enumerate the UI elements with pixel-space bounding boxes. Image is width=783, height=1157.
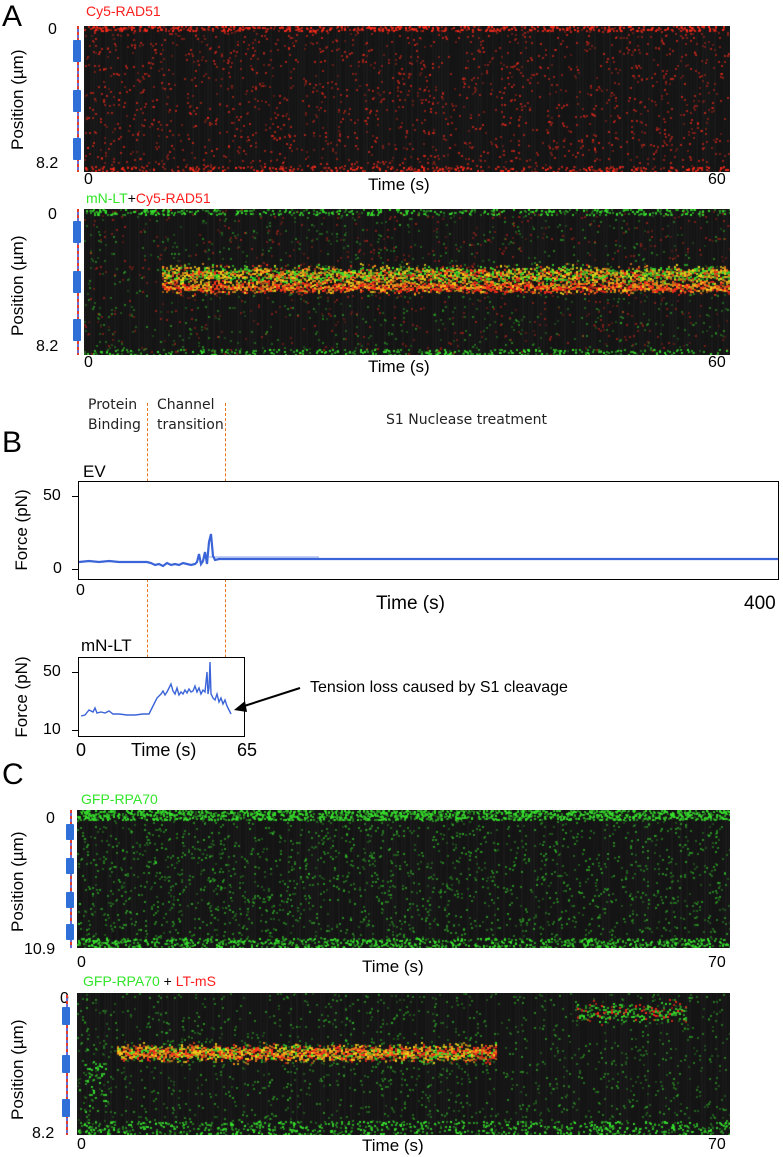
- panel-a-bottom-dna-schematic: [73, 209, 83, 355]
- panel-c-bottom-x-axis-label: Time (s): [362, 1136, 424, 1155]
- panel-a-top-y-tick-1: 8.2: [36, 155, 59, 172]
- ev-plot-x-tick-0: 0: [76, 582, 85, 599]
- mnlt-plot-y-tickmark-10: [72, 730, 78, 731]
- panel-a-bottom-x-axis-label: Time (s): [368, 357, 430, 376]
- annotation-arrow-line: [237, 687, 301, 709]
- panel-c-top-x-tick-1: 70: [708, 954, 726, 971]
- panel-a-bottom-y-axis-label: Position (µm): [8, 235, 27, 336]
- mnlt-force-plot: [78, 657, 245, 737]
- panel-c-top-channel-label: GFP-RPA70: [81, 791, 158, 807]
- ev-plot-y-tick-50: 50: [43, 487, 61, 504]
- panel-c-bottom-channel-red: LT-mS: [175, 973, 216, 989]
- panel-c-bottom-channel-label: GFP-RPA70 + LT-mS: [83, 974, 216, 988]
- panel-a-top-kymograph-image: [84, 26, 730, 172]
- panel-c-bottom-y-tick-0: 0: [60, 990, 69, 1007]
- panel-a-bottom-kymograph: [84, 209, 730, 355]
- mnlt-plot-x-tick-0: 0: [76, 740, 87, 760]
- mnlt-force-trace-svg: [80, 661, 232, 717]
- mnlt-plot-y-tickmark-50: [72, 672, 78, 673]
- panel-a-bottom-y-tick-1: 8.2: [36, 338, 59, 355]
- ev-plot-x-axis-label: Time (s): [376, 593, 445, 614]
- panel-a-bottom-channel-green: mN-LT: [86, 190, 128, 206]
- panel-a-bottom-x-tick-1: 60: [708, 354, 726, 371]
- panel-c-top-dna-schematic: [66, 810, 76, 948]
- stage-channel-transition-line2: transition: [157, 417, 224, 433]
- mnlt-plot-y-axis-label: Force (pN): [12, 656, 31, 738]
- mnlt-plot-label: mN-LT: [81, 636, 132, 655]
- panel-a-top-x-axis-label: Time (s): [368, 175, 430, 194]
- panel-c-bottom-x-tick-1: 70: [708, 1136, 726, 1153]
- panel-c-bottom-kymograph: [77, 993, 730, 1135]
- panel-a-bottom-channel-red: Cy5-RAD51: [135, 190, 211, 206]
- panel-a-top-x-tick-1: 60: [708, 171, 726, 188]
- panel-c-bottom-dna-schematic: [62, 995, 72, 1135]
- panel-c-top-kymograph: [77, 810, 730, 948]
- panel-a-top-dna-schematic: [73, 26, 83, 172]
- mnlt-plot-x-tick-65: 65: [237, 740, 258, 760]
- panel-c-top-y-axis-label: Position (µm): [8, 831, 27, 932]
- panel-c-top-x-tick-0: 0: [77, 954, 86, 971]
- panel-c-bottom-kymograph-image: [77, 993, 730, 1135]
- ev-force-trace-svg: [79, 533, 778, 568]
- panel-a-bottom-x-tick-0: 0: [84, 354, 93, 371]
- ev-plot-y-axis-label: Force (pN): [12, 489, 31, 571]
- panel-c-bottom-channel-green: GFP-RPA70: [83, 973, 160, 989]
- mnlt-plot-y-tick-10: 10: [43, 721, 61, 738]
- ev-force-plot: [78, 481, 779, 580]
- mnlt-force-trace: [80, 661, 232, 717]
- stage-protein-binding-line2: Binding: [88, 417, 141, 433]
- panel-c-top-kymograph-image: [77, 810, 730, 948]
- ev-plot-x-tick-400: 400: [744, 593, 776, 614]
- stage-protein-binding-line1: Protein: [88, 397, 138, 413]
- stage-s1-nuclease: S1 Nuclease treatment: [386, 412, 547, 428]
- panel-c-bottom-x-tick-0: 0: [77, 1136, 86, 1153]
- panel-a-top-kymograph: [84, 26, 730, 172]
- panel-a-top-channel-label: Cy5-RAD51: [86, 3, 161, 19]
- panel-a-bottom-channel-plus: +: [127, 190, 136, 206]
- panel-a-bottom-channel-label: mN-LT+Cy5-RAD51: [86, 191, 211, 205]
- s1-cleavage-annotation: Tension loss caused by S1 cleavage: [310, 679, 568, 696]
- panel-c-bottom-y-tick-1: 8.2: [32, 1125, 55, 1142]
- ev-force-trace: [79, 533, 778, 568]
- mnlt-plot-x-axis-label: Time (s): [131, 740, 197, 760]
- panel-a-top-y-axis-label: Position (µm): [8, 49, 27, 150]
- panel-a-letter: A: [2, 0, 23, 33]
- stage-channel-transition-line1: Channel: [157, 397, 215, 413]
- ev-plot-label: EV: [83, 462, 106, 481]
- ev-plot-y-tickmark-0: [72, 569, 78, 570]
- panel-a-bottom-y-tick-0: 0: [48, 206, 57, 223]
- panel-a-top-y-tick-0: 0: [48, 21, 57, 38]
- panel-c-top-y-tick-0: 0: [46, 810, 55, 827]
- ev-plot-y-tickmark-50: [72, 496, 78, 497]
- panel-c-letter: C: [2, 758, 24, 791]
- panel-c-top-y-tick-1: 10.9: [24, 941, 56, 958]
- ev-plot-y-tick-0: 0: [53, 560, 62, 577]
- panel-a-top-x-tick-0: 0: [84, 171, 93, 188]
- panel-c-top-x-axis-label: Time (s): [362, 957, 424, 976]
- mnlt-plot-y-tick-50: 50: [43, 663, 61, 680]
- panel-c-bottom-channel-plus: +: [159, 973, 176, 989]
- panel-b-letter: B: [2, 426, 23, 459]
- panel-a-bottom-kymograph-image: [84, 209, 730, 355]
- panel-c-bottom-y-axis-label: Position (µm): [8, 1019, 27, 1120]
